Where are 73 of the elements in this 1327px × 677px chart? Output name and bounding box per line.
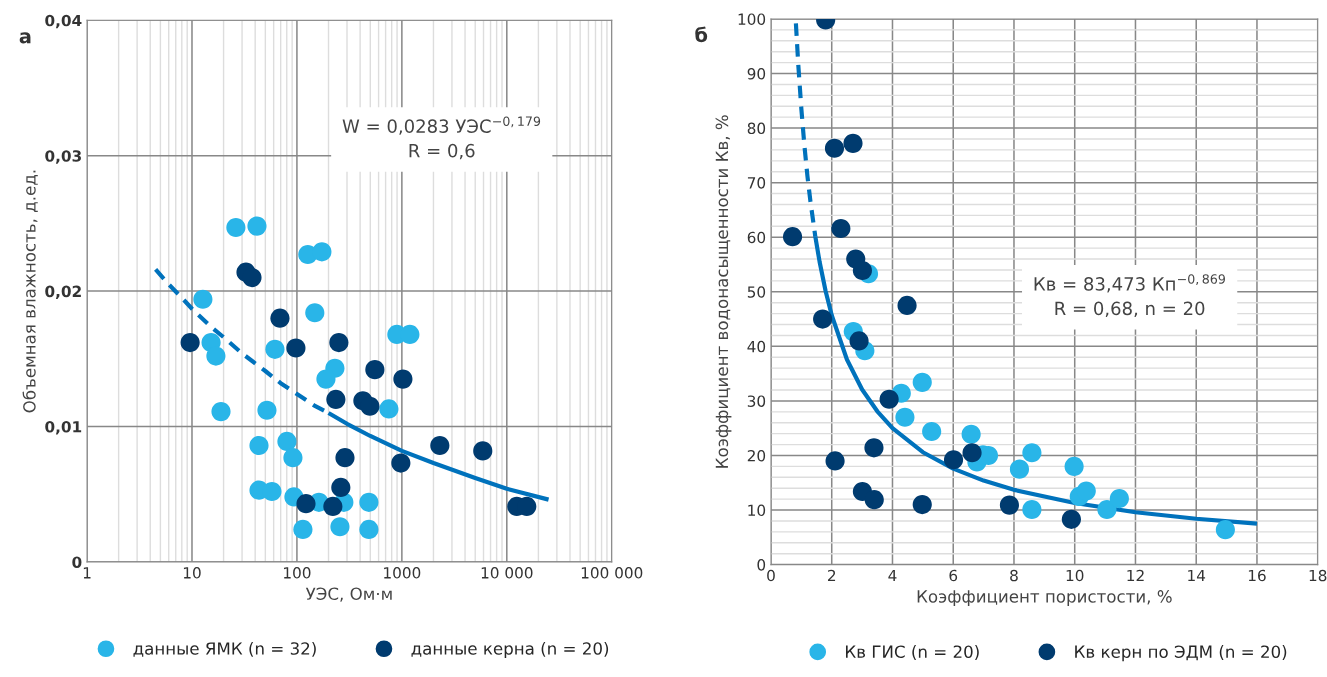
point [813,309,833,329]
y-tick-label: 30 [747,395,766,407]
x-tick-label: 10 [1066,569,1084,582]
x-tick-label: 1 [83,567,91,579]
point [831,218,851,239]
legend-label: Кв ГИС (n = 20) [846,645,979,660]
y-tick-label: 80 [747,122,766,135]
y-tick-label: 20 [747,449,766,462]
point [1064,456,1084,476]
x-tick-label: 100 [284,567,311,579]
text: б [695,26,708,43]
x-tick-label: 2 [827,569,836,582]
point [1022,443,1042,463]
x-tick-label: 8 [1010,569,1018,582]
point [782,227,803,247]
y-tick-label: 0,01 [45,420,82,435]
y-tick-label: 0,04 [45,14,82,29]
point [999,495,1019,515]
point [1109,489,1129,509]
y-tick-label: 90 [747,67,766,80]
y-tick-label: 60 [747,231,766,244]
x-tick-label: 14 [1188,569,1206,582]
y-tick-label: 0,03 [45,150,81,164]
x-tick-label: 10 000 [481,567,533,579]
point [962,443,982,463]
point [1097,499,1117,520]
y-tick-label: 0 [757,559,766,571]
point [1009,459,1030,479]
point [852,260,872,281]
point [961,424,981,444]
x-tick-label: 100 000 [581,567,643,579]
y-tick-label: 70 [747,177,766,189]
text: Кв = 83,473 Кп$^{−0,869}$ R = 0,68, n = 20 [1034,274,1225,318]
x-tick-label: 18 [1309,569,1327,582]
point [1215,520,1235,540]
legend-label: данные керна (n = 20) [411,641,609,659]
point [922,421,942,442]
x-tick-label: 4 [888,569,897,582]
x-tick-label: 10 [183,567,201,579]
y-tick-label: 40 [747,340,766,353]
legend-label: данные ЯМК (n = 32) [133,641,316,657]
x-tick-label: 12 [1127,569,1144,582]
x-tick-label: 6 [949,569,958,582]
point [825,451,845,471]
point [943,450,964,470]
point [864,438,884,458]
point [912,372,932,392]
y-axis-title: Коэффициент водонасыщенности Кв, % [715,115,732,468]
y-tick-label: 0,02 [45,285,81,300]
point [843,133,863,153]
x-axis-title: УЭС, Ом·м [305,587,392,602]
point [912,495,932,515]
point [879,389,899,409]
y-axis-title: Объемная влажность, д.ед. [22,170,38,413]
point [864,490,884,510]
point [849,331,869,351]
text: W = 0,0283 УЭС$^{−0,179}$ R = 0,6 [342,116,541,160]
point [824,138,845,158]
x-tick-label: 0 [767,569,775,582]
y-tick-label: 0 [72,556,82,568]
legend-label: Кв керн по ЭДМ (n = 20) [1075,645,1287,662]
y-tick-label: 10 [748,504,766,517]
text: а [19,32,31,44]
x-axis-title: Коэффициент пористости, % [917,590,1172,606]
point [1022,499,1042,520]
x-tick-label: 1000 [384,567,421,579]
x-tick-label: 16 [1248,569,1266,582]
point [1061,509,1081,529]
y-tick-label: 50 [747,286,766,298]
point [897,295,917,315]
point [1076,481,1096,501]
point [895,407,915,427]
y-tick-label: 100 [738,13,766,25]
